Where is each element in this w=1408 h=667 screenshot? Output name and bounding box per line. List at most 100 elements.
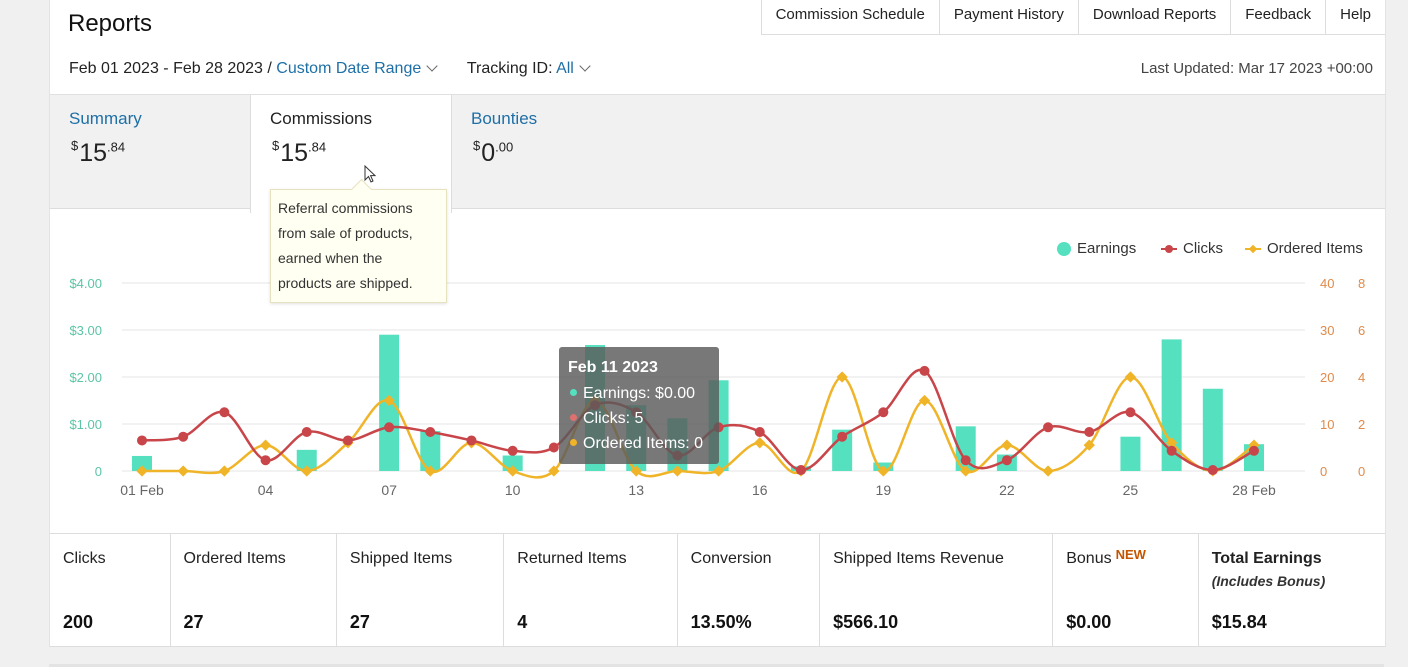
tooltip-line: products are shipped. [278,275,413,291]
metric-total-earnings: Total Earnings (Includes Bonus) $15.84 [1199,534,1385,647]
ordered-items-point [218,465,231,477]
clicks-point [466,435,477,446]
clicks-point [219,407,230,418]
clicks-point [548,442,559,453]
metric-value: 13.50% [690,612,752,632]
page-title: Reports [68,10,153,37]
report-tabs: Summary $15.84 Commissions $15.84 Bounti… [50,94,1385,213]
metric-value: $15.84 [1211,612,1267,632]
clicks-dot-icon [570,414,577,421]
metric-label: Clicks [63,550,106,567]
y-axis-tick-label: $3.00 [69,323,102,338]
earnings-bar [296,449,317,471]
earnings-bar [420,431,441,471]
items-axis-tick-label: 4 [1358,370,1365,385]
metric-returned-items: Returned Items 4 [504,534,678,647]
metric-value: $0.00 [1066,612,1112,632]
y-axis-tick-label: $4.00 [69,276,102,291]
ordered-items-point [960,465,972,477]
tab-summary-value: $15.84 [71,138,126,167]
date-range-text: Feb 01 2023 - Feb 28 2023 [69,60,263,77]
items-axis-tick-label: 2 [1358,417,1365,432]
payment-history-link[interactable]: Payment History [940,0,1079,34]
x-axis-tick-label: 01 Feb [120,482,164,498]
mouse-cursor-icon [364,165,377,183]
filter-separator: / [267,60,272,77]
clicks-point [301,426,312,437]
ordered-items-point [1083,439,1095,451]
clicks-point [1249,445,1259,456]
chart-tooltip: Feb 11 2023 Earnings: $0.00 Clicks: 5 Or… [559,347,719,464]
y-axis-tick-label: $1.00 [69,417,102,432]
tab-bounties-label: Bounties [471,109,538,128]
ordered-items-point [1124,371,1137,383]
metric-label: Bonus NEW [1066,547,1146,567]
tab-commissions-value: $15.84 [272,138,327,167]
custom-date-range-dropdown[interactable]: Custom Date Range [276,60,438,77]
help-link[interactable]: Help [1340,6,1371,23]
tab-summary[interactable]: Summary $15.84 [50,95,250,208]
x-axis-tick-label: 04 [258,482,274,498]
ordered-items-point [754,437,766,449]
ordered-items-point [1042,465,1054,477]
y-axis-tick-label: $2.00 [69,370,102,385]
metric-label: Shipped Items [349,550,453,567]
clicks-point [137,435,147,446]
last-updated: Last Updated: Mar 17 2023 +00:00 [1140,60,1373,77]
clicks-point [1001,455,1012,466]
ordered-items-point [671,465,684,477]
metric-value: 27 [349,612,370,632]
y-axis-tick-label: 0 [95,464,102,479]
clicks-legend-icon [1161,244,1177,253]
tracking-id-label: Tracking ID: [466,60,553,77]
chart-tooltip-date: Feb 11 2023 [568,359,658,376]
x-axis-tick-label: 16 [752,482,768,498]
chevron-down-icon [579,60,591,72]
metric-shipped-items: Shipped Items 27 [337,534,505,647]
tab-bounties[interactable]: Bounties $0.00 [452,95,652,208]
clicks-point [1207,465,1218,476]
tracking-id-value: All [556,60,574,77]
ordered-items-point [918,394,931,407]
download-reports-link[interactable]: Download Reports [1079,0,1232,34]
legend-earnings-label: Earnings [1077,240,1137,257]
x-axis-tick-label: 22 [999,482,1015,498]
metrics-bar: Clicks 200 Ordered Items 27 Shipped Item… [50,533,1385,647]
feedback-link[interactable]: Feedback [1231,0,1327,34]
ordered-items-point [548,465,560,477]
commissions-tooltip: Referral commissions from sale of produc… [270,189,447,303]
metric-label: Ordered Items [183,550,286,567]
legend-ordered-items[interactable]: Ordered Items [1245,240,1363,257]
clicks-point [342,435,353,446]
ordered-items-point [712,465,725,477]
x-axis-tick-label: 19 [876,482,892,498]
chart-tooltip-earnings: Earnings: $0.00 [570,385,695,403]
ordered-items-point [877,465,889,477]
tracking-id-dropdown[interactable]: All [556,60,591,77]
top-links: Commission Schedule Payment History Down… [760,0,1385,35]
clicks-point [919,365,930,376]
ordered-dot-icon [570,439,577,446]
metric-label: Shipped Items Revenue [833,550,1004,567]
metric-bonus: Bonus NEW $0.00 [1053,534,1199,647]
reports-panel: Reports Commission Schedule Payment Hist… [49,0,1386,647]
clicks-point [878,407,889,418]
ordered-items-point [507,465,519,477]
tab-commissions-label: Commissions [270,109,373,128]
commission-schedule-link[interactable]: Commission Schedule [762,0,940,34]
chart-tooltip-ordered: Ordered Items: 0 [570,435,703,453]
ordered-items-point [259,439,272,451]
earnings-bar [1244,444,1264,471]
items-axis-tick-label: 8 [1358,276,1365,291]
earnings-chart: 0 0 0 $1.00 10 2 $2.00 20 4 $3.00 30 6 $4.00 40 8 01 Fe… [69,276,1365,498]
metric-clicks: Clicks 200 [50,534,171,647]
clicks-point [507,445,518,456]
legend-earnings[interactable]: Earnings [1057,240,1136,257]
earnings-bar [955,426,976,471]
metric-sublabel: (Includes Bonus) [1211,573,1326,589]
clicks-point [837,431,848,442]
metric-label: Total Earnings [1211,550,1322,567]
legend-clicks[interactable]: Clicks [1161,240,1223,257]
earnings-bar [1202,388,1223,471]
clicks-point [1125,407,1136,418]
